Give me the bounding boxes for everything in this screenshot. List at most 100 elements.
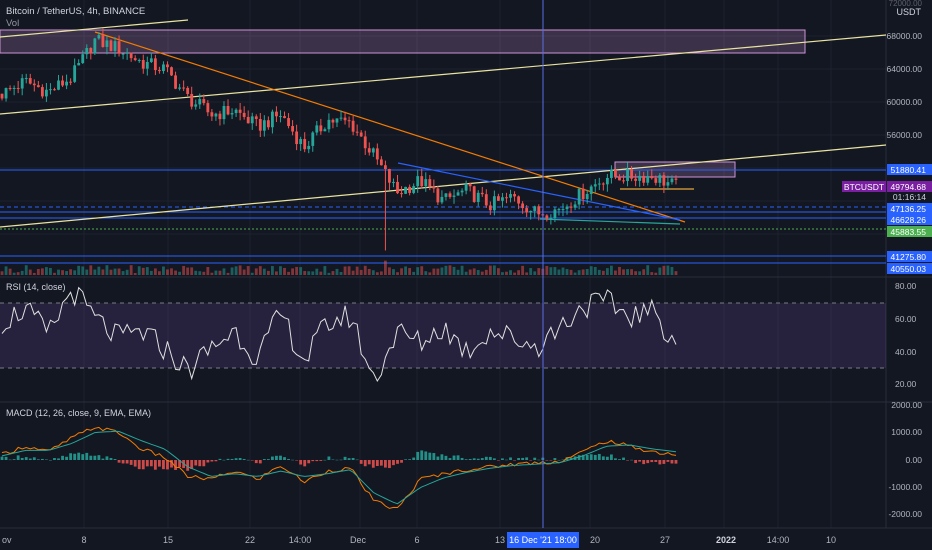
volume-bar bbox=[476, 270, 480, 275]
candle-body bbox=[157, 70, 161, 72]
symbol-title: Bitcoin / TetherUS, 4h, BINANCE bbox=[6, 6, 145, 17]
macd-histogram-bar bbox=[36, 459, 40, 460]
candle-body bbox=[557, 209, 561, 211]
level-lines[interactable] bbox=[0, 169, 886, 264]
time-label: Dec bbox=[350, 535, 367, 545]
macd-histogram-bar bbox=[77, 452, 81, 460]
candle-body bbox=[525, 208, 529, 213]
macd-title: MACD (12, 26, close, 9, EMA, EMA) bbox=[6, 408, 151, 418]
candle-body bbox=[20, 78, 24, 89]
macd-histogram-bar bbox=[44, 459, 48, 460]
svg-text:BTCUSDT: BTCUSDT bbox=[844, 182, 884, 192]
volume-bar bbox=[525, 272, 529, 275]
candle-body bbox=[375, 148, 379, 160]
macd-histogram-bar bbox=[262, 459, 266, 460]
svg-text:49794.68: 49794.68 bbox=[891, 182, 927, 192]
symbol-tag[interactable]: BTCUSDT bbox=[842, 181, 886, 192]
macd-tick: -2000.00 bbox=[888, 509, 922, 519]
price-tick: 60000.00 bbox=[887, 97, 923, 107]
macd-histogram-bar bbox=[452, 455, 456, 460]
candle-body bbox=[101, 35, 105, 47]
candle-body bbox=[355, 131, 359, 133]
candle-body bbox=[448, 193, 452, 197]
macd-histogram-bar bbox=[218, 458, 222, 460]
candle-body bbox=[460, 190, 464, 193]
price-candles[interactable] bbox=[0, 28, 678, 251]
volume-bar bbox=[650, 272, 654, 275]
macd-histogram-bar bbox=[275, 455, 278, 460]
macd-tick: 1000.00 bbox=[891, 427, 922, 437]
volume-bar bbox=[28, 269, 32, 275]
volume-bar bbox=[226, 272, 230, 275]
volume-bar bbox=[670, 266, 674, 275]
last-price-tag[interactable]: 49794.68 bbox=[887, 181, 932, 192]
macd-histogram-bar bbox=[125, 460, 129, 464]
volume-bar bbox=[186, 267, 190, 275]
candle-body bbox=[234, 109, 238, 114]
candle-body bbox=[634, 178, 638, 181]
volume-bar bbox=[206, 266, 210, 275]
candle-body bbox=[214, 113, 218, 117]
volume-bar bbox=[141, 267, 145, 275]
candle-body bbox=[646, 175, 650, 183]
macd-histogram-bar bbox=[311, 460, 315, 462]
macd-histogram-bar bbox=[335, 459, 339, 461]
time-axis[interactable]: ov 8 15 22 14:00 Dec 6 13 20 27 2022 14:… bbox=[2, 535, 836, 545]
time-label: ov bbox=[2, 535, 12, 545]
price-tag-45883[interactable]: 45883.55 bbox=[887, 226, 932, 237]
volume-bar bbox=[609, 265, 613, 275]
candle-body bbox=[109, 40, 113, 51]
candle-body bbox=[28, 78, 32, 84]
trend-lines[interactable] bbox=[0, 19, 887, 228]
macd-histogram-bar bbox=[331, 459, 335, 461]
crosshair-time-label: 16 Dec '21 18:00 bbox=[507, 532, 579, 548]
volume-bar bbox=[174, 270, 177, 275]
macd-histogram-bar bbox=[291, 459, 295, 461]
candle-body bbox=[363, 136, 367, 149]
candle-body bbox=[424, 179, 428, 187]
time-label: 14:00 bbox=[289, 535, 312, 545]
macd-histogram-bar bbox=[327, 456, 331, 460]
candle-body bbox=[206, 103, 210, 113]
candle-body bbox=[182, 87, 186, 89]
macd-histogram-bar bbox=[69, 453, 73, 460]
candle-body bbox=[674, 178, 678, 180]
macd-histogram-bar bbox=[488, 456, 492, 460]
volume-bar bbox=[347, 266, 351, 275]
macd-histogram-bar bbox=[609, 454, 613, 460]
candle-body bbox=[16, 87, 20, 89]
volume-bar bbox=[182, 265, 186, 275]
volume-bar bbox=[246, 266, 250, 275]
macd-histogram-bar bbox=[355, 459, 359, 461]
resistance-zone[interactable] bbox=[0, 29, 806, 54]
volume-bar bbox=[170, 268, 173, 275]
price-tag-41275[interactable]: 41275.80 bbox=[887, 251, 932, 262]
macd-histogram-bar bbox=[254, 460, 258, 464]
price-tag-47136[interactable]: 47136.25 bbox=[887, 203, 932, 214]
candle-body bbox=[428, 179, 432, 187]
candle-body bbox=[166, 64, 169, 68]
price-tag-46628[interactable]: 46628.26 bbox=[887, 214, 932, 225]
candle-body bbox=[125, 52, 129, 54]
macd-histogram-bar bbox=[525, 457, 529, 460]
volume-bar bbox=[472, 268, 476, 275]
volume-bar bbox=[658, 267, 662, 275]
macd-histogram-bar bbox=[222, 459, 226, 461]
macd-histogram-bar bbox=[307, 460, 311, 464]
price-tag-40550[interactable]: 40550.03 bbox=[887, 263, 932, 274]
candle-body bbox=[174, 75, 177, 89]
volume-bar bbox=[557, 269, 561, 275]
time-label: 13 bbox=[495, 535, 505, 545]
macd-histogram-bar bbox=[121, 460, 125, 464]
candle-body bbox=[238, 109, 242, 113]
macd-histogram-bar bbox=[371, 460, 375, 468]
macd-histogram-bar bbox=[622, 457, 625, 460]
candle-body bbox=[654, 178, 658, 183]
volume-bar bbox=[666, 265, 670, 275]
candle-body bbox=[492, 196, 496, 211]
volume-bar bbox=[291, 268, 295, 275]
candle-body bbox=[440, 196, 444, 203]
price-tag-51880[interactable]: 51880.41 bbox=[887, 164, 932, 175]
candle-body bbox=[202, 99, 206, 104]
